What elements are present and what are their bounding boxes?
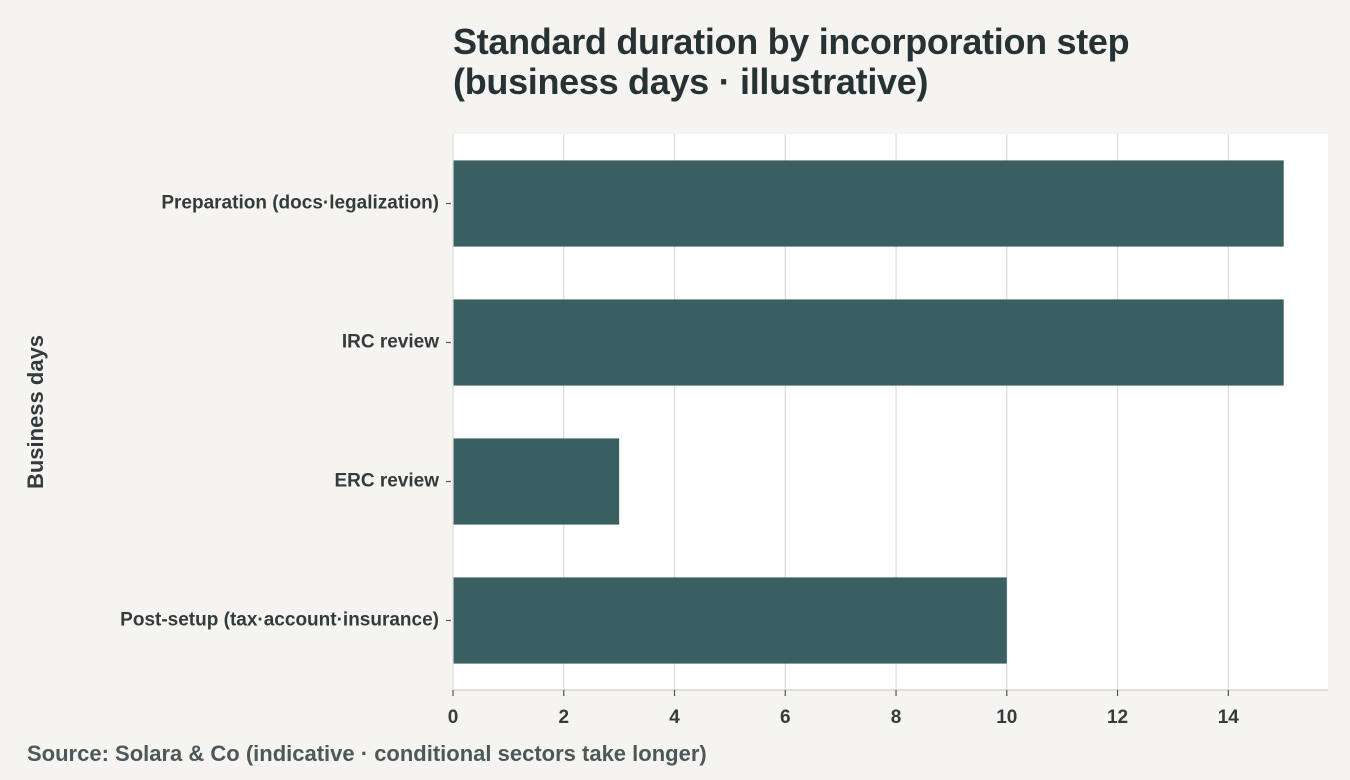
x-tick-label: 12 bbox=[1107, 707, 1128, 728]
chart-title-line-1: Standard duration by incorporation step bbox=[453, 21, 1130, 62]
x-tick-label: 6 bbox=[780, 707, 791, 728]
axes: Preparation (docs·legalization) IRC revie… bbox=[120, 134, 1328, 728]
category-label: IRC review bbox=[342, 332, 439, 353]
x-tick-label: 2 bbox=[558, 707, 569, 728]
x-tick-label: 0 bbox=[448, 707, 459, 728]
source-note: Source: Solara & Co (indicative · condit… bbox=[27, 741, 707, 766]
x-tick-label: 4 bbox=[669, 707, 680, 728]
category-label: Preparation (docs·legalization) bbox=[161, 193, 439, 214]
chart-title-line-2: (business days · illustrative) bbox=[453, 61, 929, 102]
x-tick-label: 8 bbox=[891, 707, 902, 728]
bars bbox=[453, 160, 1284, 664]
bar bbox=[453, 299, 1284, 386]
chart-title: Standard duration by incorporation step … bbox=[453, 22, 1313, 102]
x-tick-label: 14 bbox=[1218, 707, 1240, 728]
category-label: ERC review bbox=[334, 471, 439, 492]
bar bbox=[453, 438, 620, 525]
bar bbox=[453, 160, 1284, 247]
x-tick-label: 10 bbox=[996, 707, 1017, 728]
bar bbox=[453, 577, 1007, 664]
category-label: Post-setup (tax·account·insurance) bbox=[120, 610, 439, 631]
